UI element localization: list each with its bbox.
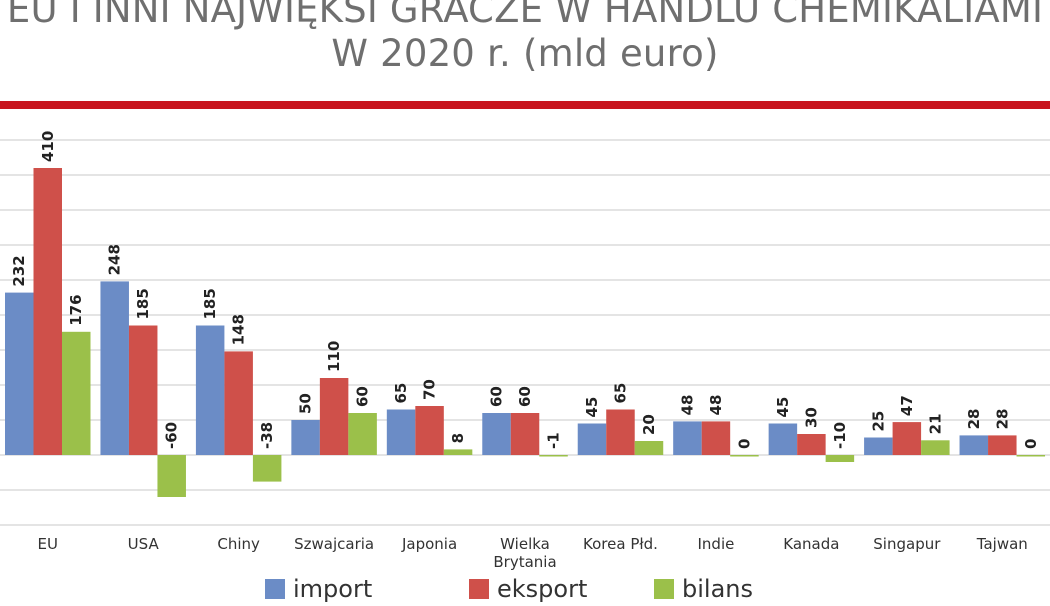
legend-swatch-eksport	[469, 579, 489, 599]
data-label-bilans-10: 21	[926, 413, 944, 434]
legend-label-eksport: eksport	[497, 575, 588, 603]
bar-import-9	[768, 423, 798, 455]
data-label-import-8: 48	[678, 395, 696, 416]
accent-bar	[0, 101, 1050, 109]
data-label-import-4: 50	[297, 393, 315, 414]
legend-label-import: import	[293, 575, 373, 603]
category-label-7: Korea Płd.	[583, 535, 658, 553]
category-label-5: Japonia	[401, 535, 457, 553]
bar-eksport-5	[415, 406, 444, 455]
data-label-eksport-4: 110	[325, 341, 343, 372]
data-label-eksport-10: 47	[898, 395, 916, 416]
legend-label-bilans: bilans	[682, 575, 753, 603]
category-label-10: Singapur	[873, 535, 941, 553]
data-label-bilans-4: 60	[354, 386, 372, 407]
bar-bilans-2	[157, 455, 186, 497]
category-label-11: Tajwan	[976, 535, 1028, 553]
data-label-eksport-5: 70	[421, 379, 439, 400]
bar-import-4	[291, 420, 320, 455]
category-label-4: Szwajcaria	[294, 535, 374, 553]
bar-bilans-7	[634, 441, 664, 455]
data-label-eksport-6: 60	[516, 386, 534, 407]
chart-title-line2: W 2020 r. (mld euro)	[331, 32, 719, 75]
bar-bilans-11	[1016, 455, 1046, 457]
data-label-bilans-3: -38	[258, 422, 276, 449]
bar-import-5	[386, 409, 416, 455]
bar-import-6	[482, 413, 511, 455]
data-label-import-7: 45	[583, 397, 601, 418]
legend: import eksport bilans	[0, 572, 1050, 606]
data-label-bilans-1: 176	[67, 294, 85, 325]
legend-swatch-bilans	[654, 579, 674, 599]
bar-eksport-9	[797, 434, 826, 455]
data-label-eksport-9: 30	[802, 407, 820, 428]
chart-title-line1: EU I INNI NAJWIĘKSI GRACZE W HANDLU CHEM…	[6, 0, 1044, 31]
bar-import-11	[959, 435, 989, 455]
data-label-import-9: 45	[774, 397, 792, 418]
data-label-eksport-8: 48	[707, 395, 725, 416]
bar-import-8	[673, 421, 702, 455]
bar-eksport-3	[224, 351, 253, 455]
bar-eksport-7	[606, 409, 635, 455]
bar-bilans-8	[730, 455, 759, 457]
bar-eksport-11	[988, 435, 1017, 455]
data-label-import-3: 185	[201, 288, 219, 319]
bar-bilans-1	[62, 331, 91, 455]
bar-import-3	[195, 325, 225, 455]
data-label-import-1: 232	[10, 255, 28, 286]
bar-bilans-3	[252, 455, 282, 482]
chart-title: EU I INNI NAJWIĘKSI GRACZE W HANDLU CHEM…	[0, 0, 1050, 76]
data-label-bilans-6: -1	[545, 432, 563, 449]
legend-item-bilans: bilans	[654, 572, 753, 606]
data-label-eksport-7: 65	[611, 383, 629, 404]
data-label-bilans-5: 8	[449, 433, 467, 443]
category-label-1: EU	[38, 535, 58, 553]
category-label-2: USA	[128, 535, 160, 553]
bar-import-1	[5, 292, 34, 455]
legend-swatch-import	[265, 579, 285, 599]
bar-bilans-10	[921, 440, 950, 455]
category-label-9: Kanada	[783, 535, 839, 553]
bar-bilans-9	[825, 455, 855, 462]
legend-item-import: import	[265, 572, 372, 606]
bar-bilans-6	[539, 455, 568, 457]
bar-eksport-10	[892, 422, 922, 455]
data-label-import-2: 248	[106, 244, 124, 275]
data-label-eksport-3: 148	[230, 314, 248, 345]
category-label-6: Brytania	[493, 553, 556, 571]
bar-eksport-8	[701, 421, 731, 455]
bar-eksport-4	[319, 378, 349, 455]
data-label-eksport-2: 185	[134, 288, 152, 319]
data-label-bilans-11: 0	[1022, 439, 1040, 449]
data-label-eksport-1: 410	[39, 131, 57, 162]
bar-import-10	[864, 437, 893, 455]
bar-bilans-5	[443, 449, 473, 455]
data-label-bilans-7: 20	[640, 414, 658, 435]
data-label-eksport-11: 28	[993, 409, 1011, 430]
bar-import-2	[100, 281, 129, 455]
data-label-import-11: 28	[965, 409, 983, 430]
bar-eksport-2	[128, 325, 158, 455]
data-label-import-6: 60	[488, 386, 506, 407]
data-label-import-5: 65	[392, 383, 410, 404]
data-label-bilans-2: -60	[163, 422, 181, 449]
category-label-6: Wielka	[500, 535, 550, 553]
bar-import-7	[577, 423, 607, 455]
bar-eksport-1	[33, 168, 62, 455]
legend-item-eksport: eksport	[469, 572, 587, 606]
bar-chart: 232 248 185 50 65 60 45 48 45 25 28 410 185 148 110 70 6…	[0, 131, 1050, 571]
data-label-bilans-9: -10	[831, 422, 849, 449]
bar-bilans-4	[348, 413, 377, 455]
data-label-import-10: 25	[869, 411, 887, 432]
category-label-8: Indie	[698, 535, 735, 553]
data-label-bilans-8: 0	[735, 439, 753, 449]
bar-eksport-6	[510, 413, 540, 455]
category-label-3: Chiny	[217, 535, 260, 553]
